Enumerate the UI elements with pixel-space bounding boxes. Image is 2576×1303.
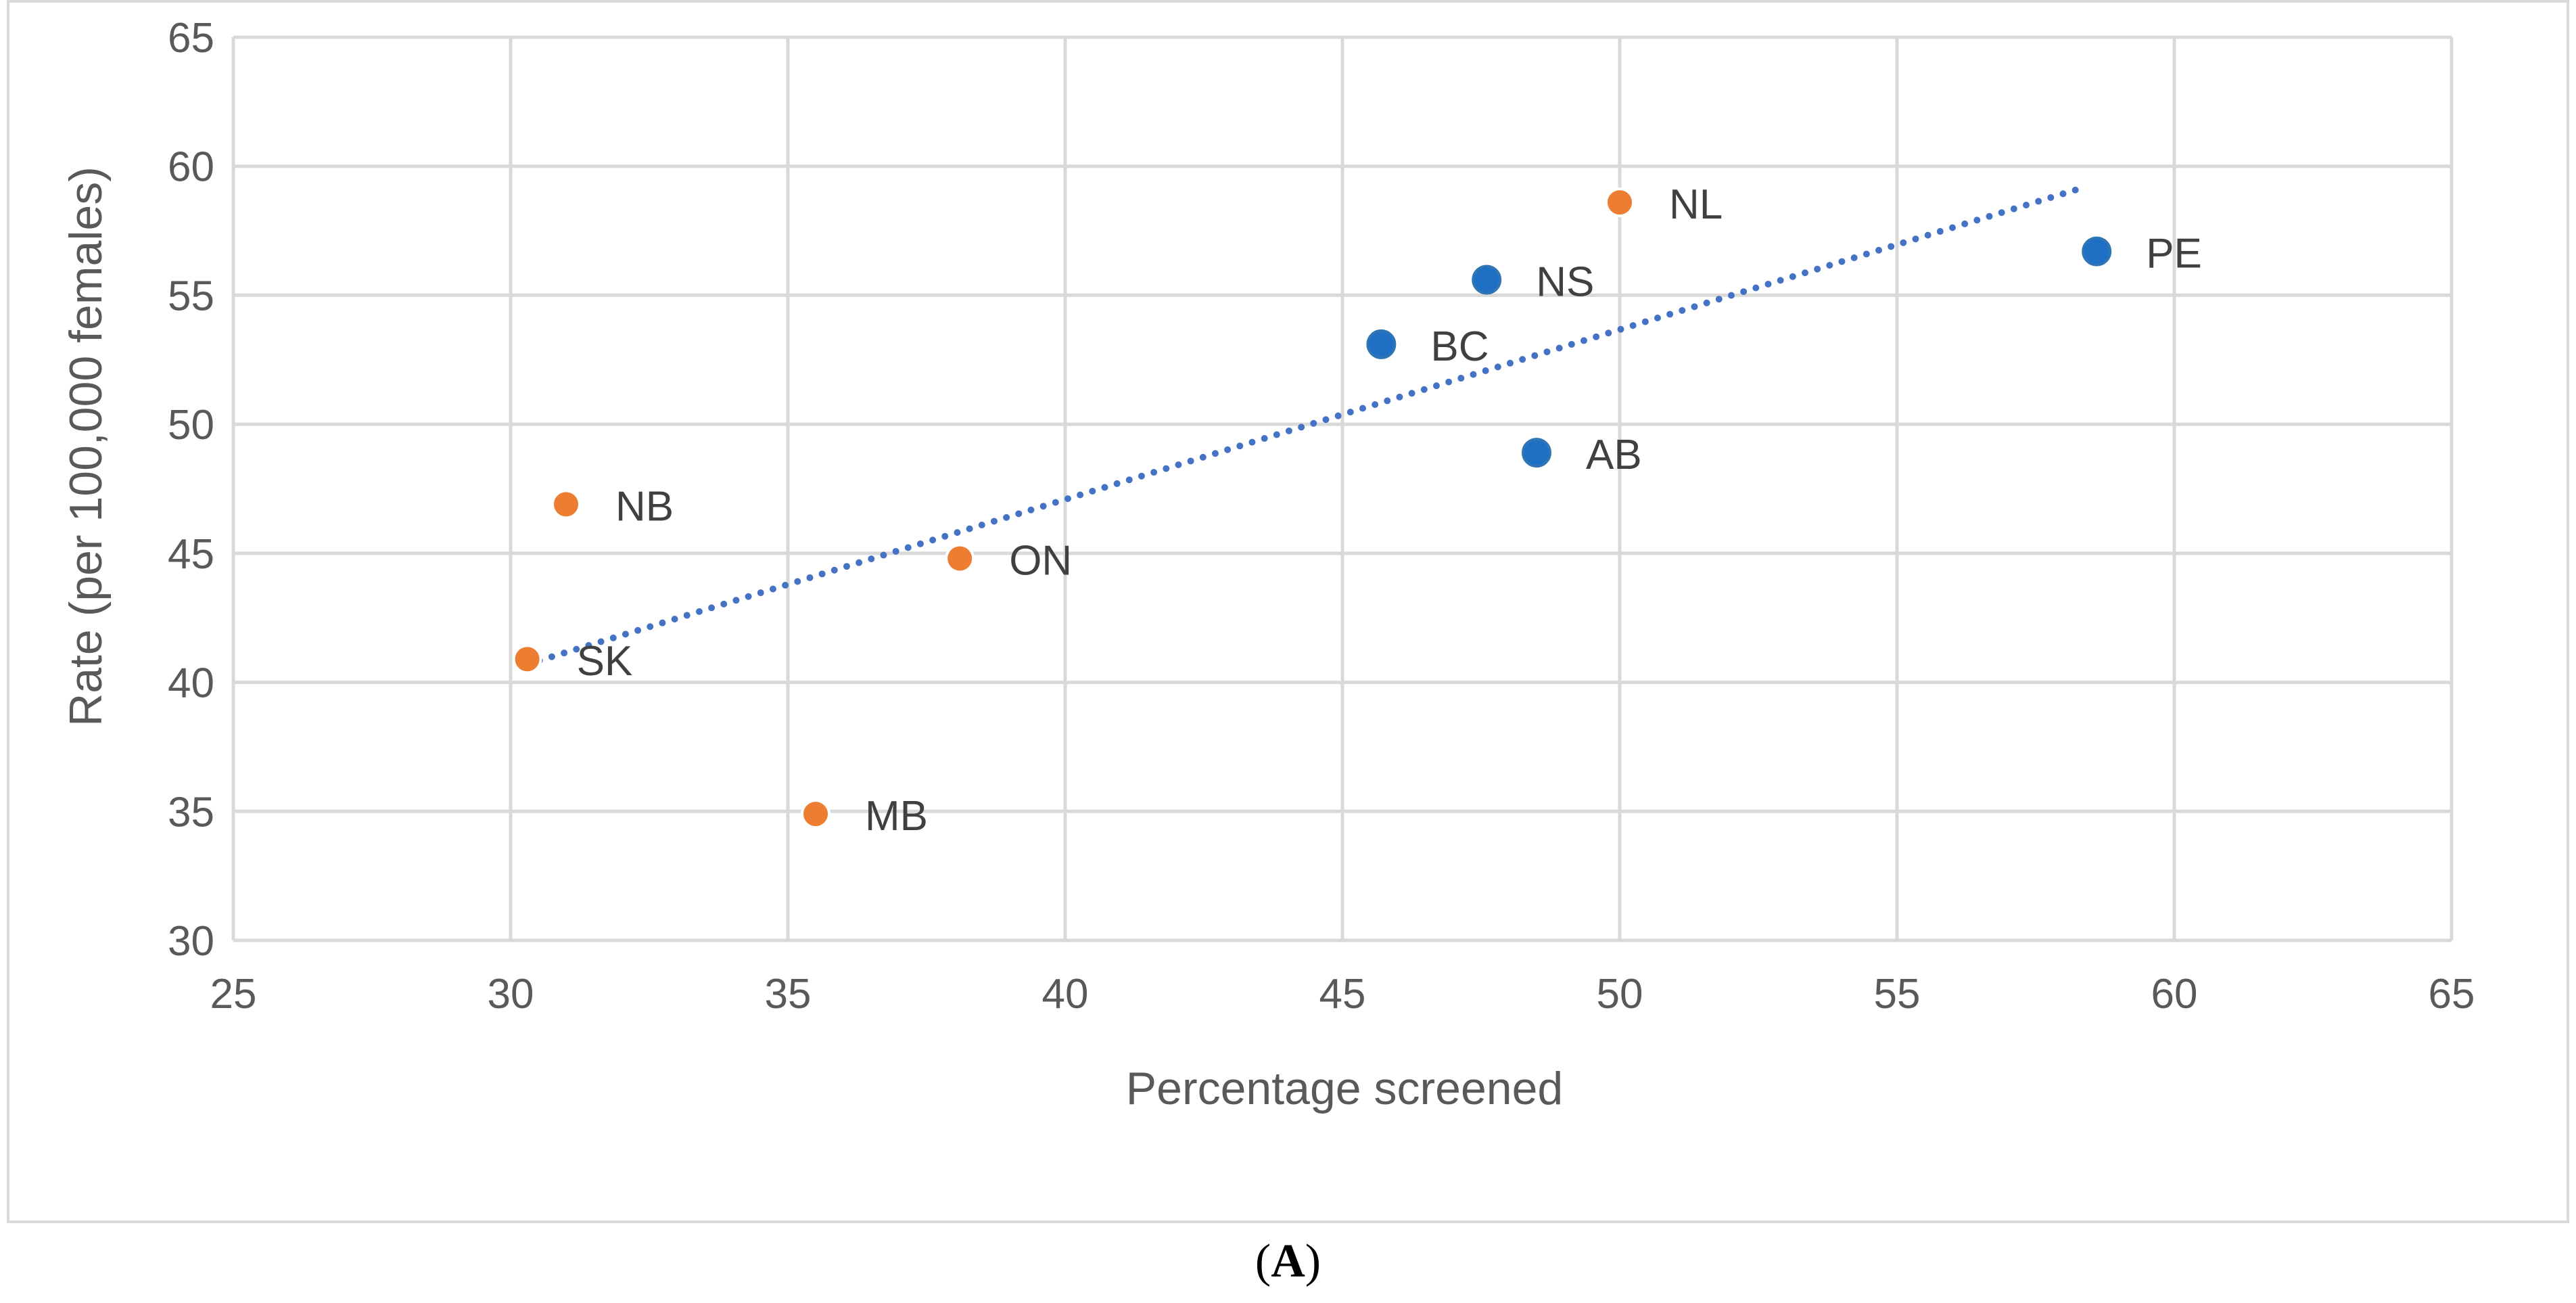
y-tick-label: 60	[168, 144, 214, 191]
point-nb	[551, 489, 581, 520]
y-axis-title: Rate (per 100,000 females)	[60, 166, 112, 727]
point-on	[945, 543, 975, 574]
x-tick-label: 25	[210, 971, 257, 1018]
label-pe: PE	[2146, 231, 2202, 277]
trendline	[523, 183, 2089, 668]
caption-letter: A	[1271, 1235, 1305, 1287]
trendline-path	[523, 183, 2089, 668]
y-tick-label: 40	[168, 660, 214, 707]
y-tick-label: 50	[168, 402, 214, 449]
x-tick-label: 30	[488, 971, 534, 1018]
x-tick-label: 60	[2151, 971, 2198, 1018]
caption-close: )	[1305, 1235, 1321, 1287]
label-ns: NS	[1536, 259, 1594, 306]
chart-frame	[7, 0, 2569, 1223]
tick-labels: 30 35 40 45 50 55 60 65 25 30 35 40 45 50 55 60 65	[168, 15, 2475, 1018]
y-tick-label: 45	[168, 531, 214, 578]
point-pe	[2082, 236, 2112, 267]
point-ab	[1522, 438, 1551, 468]
label-ab: AB	[1586, 432, 1642, 478]
x-tick-label: 35	[765, 971, 812, 1018]
y-tick-label: 65	[168, 15, 214, 62]
panel-caption: (A)	[0, 1235, 2576, 1289]
point-sk	[512, 644, 542, 675]
y-tick-label: 35	[168, 789, 214, 836]
label-nb: NB	[615, 483, 674, 530]
label-sk: SK	[577, 638, 633, 685]
x-axis-title: Percentage screened	[1126, 1063, 1563, 1114]
label-on: ON	[1009, 537, 1072, 584]
gridlines	[231, 35, 2454, 942]
x-tick-label: 40	[1042, 971, 1089, 1018]
x-tick-label: 50	[1597, 971, 1643, 1018]
point-mb	[801, 799, 830, 829]
caption-open: (	[1255, 1235, 1271, 1287]
data-points	[512, 187, 2112, 829]
label-bc: BC	[1430, 323, 1489, 370]
x-tick-label: 65	[2429, 971, 2475, 1018]
point-nl	[1605, 187, 1635, 218]
data-labels: NL PE NS BC AB NB ON SK MB	[577, 181, 2202, 840]
label-nl: NL	[1669, 181, 1723, 228]
point-ns	[1472, 265, 1502, 295]
y-tick-label: 55	[168, 273, 214, 319]
y-tick-label: 30	[168, 918, 214, 965]
x-tick-label: 55	[1874, 971, 1921, 1018]
point-bc	[1366, 329, 1397, 359]
label-mb: MB	[865, 793, 928, 840]
x-tick-label: 45	[1319, 971, 1366, 1018]
